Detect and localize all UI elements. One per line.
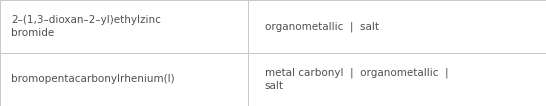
Text: metal carbonyl  |  organometallic  |
salt: metal carbonyl | organometallic | salt: [265, 68, 448, 91]
Text: 2–(1,3–dioxan–2–yl)ethylzinc
bromide: 2–(1,3–dioxan–2–yl)ethylzinc bromide: [11, 15, 161, 38]
Text: bromopentacarbonylrhenium(I): bromopentacarbonylrhenium(I): [11, 75, 175, 84]
Text: organometallic  |  salt: organometallic | salt: [265, 21, 379, 32]
